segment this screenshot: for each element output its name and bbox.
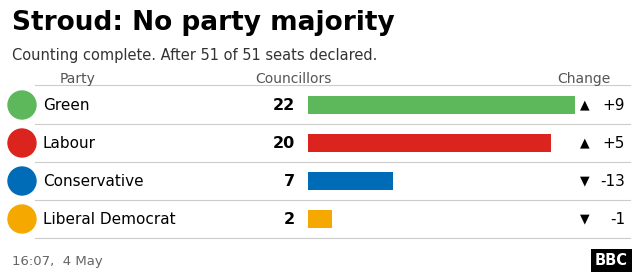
Text: 7: 7: [284, 174, 295, 189]
Text: +5: +5: [603, 136, 625, 150]
Text: Councillors: Councillors: [255, 72, 332, 86]
Bar: [308, 134, 551, 152]
Bar: [308, 172, 393, 190]
Circle shape: [8, 129, 36, 157]
Bar: [308, 210, 332, 228]
Circle shape: [8, 167, 36, 195]
Text: Green: Green: [43, 97, 90, 112]
Text: Change: Change: [557, 72, 610, 86]
Text: Liberal Democrat: Liberal Democrat: [43, 211, 175, 227]
Text: 20: 20: [273, 136, 295, 150]
Text: ▼: ▼: [580, 213, 590, 225]
Circle shape: [8, 205, 36, 233]
Text: 2: 2: [284, 211, 295, 227]
Bar: [308, 96, 575, 114]
Text: BBC: BBC: [595, 253, 628, 268]
Text: Stroud: No party majority: Stroud: No party majority: [12, 10, 395, 36]
Text: 16:07,  4 May: 16:07, 4 May: [12, 255, 103, 268]
Text: Labour: Labour: [43, 136, 96, 150]
Text: -1: -1: [610, 211, 625, 227]
Circle shape: [8, 91, 36, 119]
Text: 22: 22: [273, 97, 295, 112]
Text: ▼: ▼: [580, 174, 590, 187]
Text: ▲: ▲: [580, 98, 590, 112]
Text: Party: Party: [60, 72, 96, 86]
Text: -13: -13: [600, 174, 625, 189]
Text: ▲: ▲: [580, 136, 590, 150]
Text: +9: +9: [602, 97, 625, 112]
Text: Conservative: Conservative: [43, 174, 143, 189]
Text: Counting complete. After 51 of 51 seats declared.: Counting complete. After 51 of 51 seats …: [12, 48, 378, 63]
